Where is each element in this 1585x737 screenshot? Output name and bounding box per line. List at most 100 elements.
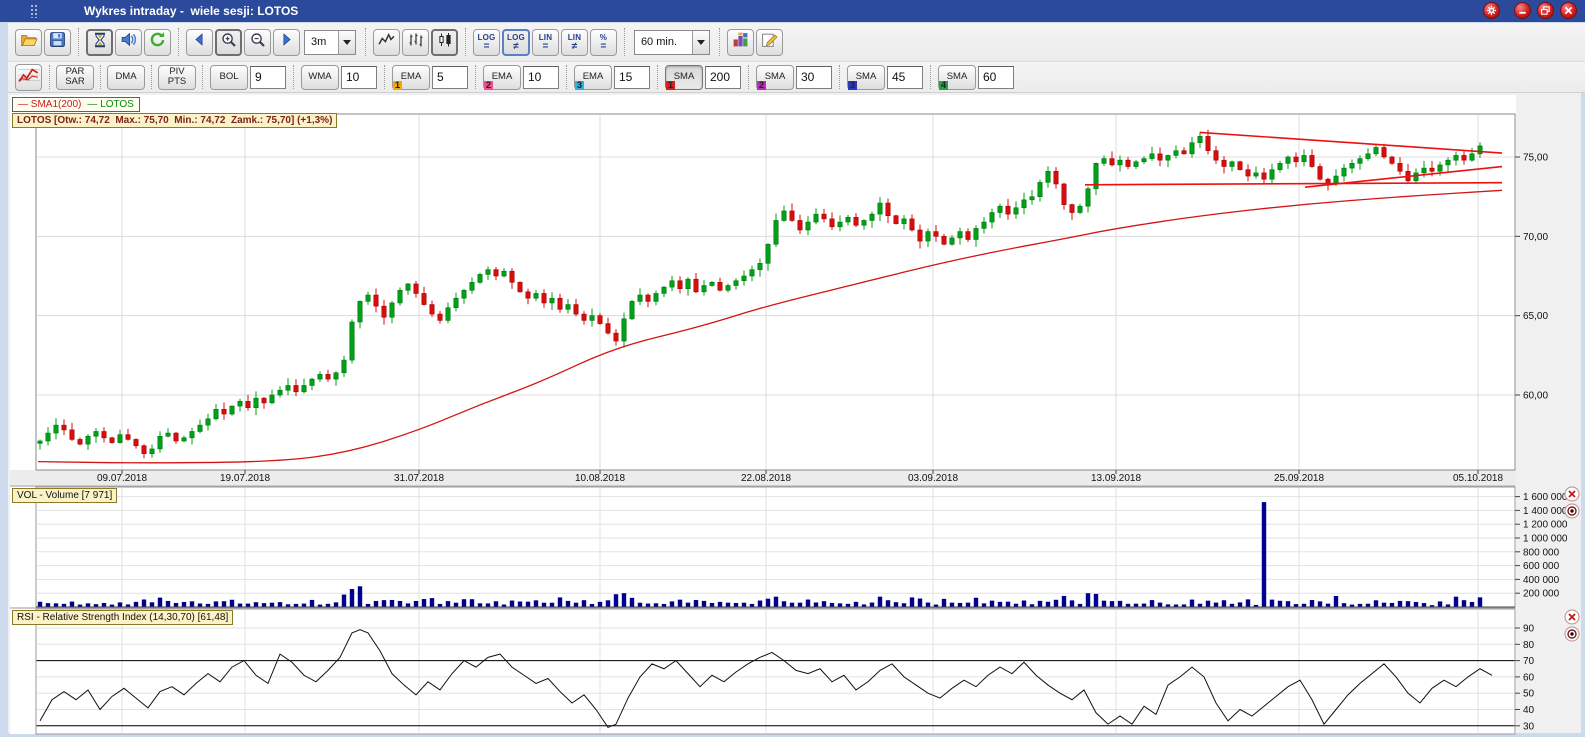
refresh-icon — [149, 31, 166, 53]
restore-button[interactable] — [1537, 2, 1554, 19]
indicator-toolbar: PAR SAR DMA PIV PTS BOL 9 WMA 10 EMA 1 5 EMA 2 10 EMA… — [8, 62, 1585, 93]
sma-4-button[interactable]: SMA 4 — [938, 64, 976, 90]
wma-label: WMA — [308, 71, 332, 82]
chart-region: 75,00 70,00 65,00 60,00 09.07.2018 19.07.2018… — [8, 93, 1581, 735]
ema-2-group: EMA 2 10 — [483, 64, 559, 91]
minimize-button[interactable] — [1514, 2, 1531, 19]
scale-lin-eq-button[interactable]: LIN = — [531, 28, 559, 56]
volume-gridlines — [37, 488, 1514, 606]
wma-period-field[interactable]: 10 — [341, 65, 377, 89]
rsi-axes: 90 80 70 60 50 40 30 — [35, 608, 1535, 735]
toolbar-separator — [178, 28, 179, 56]
range-select[interactable]: 3m — [304, 29, 356, 55]
ema-2-button[interactable]: EMA 2 — [483, 64, 521, 91]
chart-type-candles-button[interactable] — [431, 28, 458, 56]
volume-plot[interactable] — [36, 487, 1515, 607]
volume-close-button[interactable] — [1564, 486, 1580, 502]
chevron-down-icon[interactable] — [691, 30, 709, 54]
chart-colors-button[interactable] — [726, 28, 754, 56]
ohlc-info-box: LOTOS [Otw.: 74,72 Max.: 75,70 Min.: 74,… — [12, 113, 338, 128]
interval-select[interactable]: 60 min. — [633, 29, 710, 55]
par-sar-button[interactable]: PAR SAR — [56, 64, 94, 90]
main-toolbar: 3m LOG = LOG ≠ LIN = LIN ≠ % = 60 min. — [8, 23, 1585, 62]
series-legend: — SMA1(200) — LOTOS — [12, 97, 140, 112]
rsi-properties-button[interactable] — [1564, 626, 1580, 642]
rsi-plot[interactable] — [36, 609, 1515, 734]
svg-text:03.09.2018: 03.09.2018 — [908, 473, 958, 484]
chevron-down-icon[interactable] — [338, 30, 355, 54]
ema-3-button[interactable]: EMA 3 — [574, 64, 612, 90]
pan-right-button[interactable] — [273, 28, 300, 56]
sma-3-button[interactable]: SMA 3 — [847, 64, 885, 91]
sma-4-period-field[interactable]: 60 — [978, 65, 1014, 89]
svg-text:60,00: 60,00 — [1523, 390, 1548, 401]
chart-type-bars-button[interactable] — [402, 28, 429, 56]
bol-group: BOL 9 — [210, 64, 286, 90]
main-chart-plot[interactable] — [36, 114, 1515, 470]
gear-icon — [1486, 5, 1497, 16]
history-mode-button[interactable] — [86, 28, 113, 56]
sound-alerts-button[interactable] — [115, 28, 142, 56]
scale-log-eq-button[interactable]: LOG = — [473, 28, 500, 56]
sma-3-group: SMA 3 45 — [847, 64, 923, 91]
piv-pts-button[interactable]: PIV PTS — [158, 64, 196, 90]
ema-1-button[interactable]: EMA 1 — [392, 64, 430, 91]
sma-1-period-field[interactable]: 200 — [705, 65, 741, 89]
sma-2-group: SMA 2 30 — [756, 64, 832, 91]
pan-left-button[interactable] — [186, 28, 213, 56]
sma-3-period-field[interactable]: 45 — [887, 65, 923, 89]
open-chart-button[interactable] — [15, 28, 42, 56]
hourglass-icon — [92, 32, 108, 53]
sma-2-button[interactable]: SMA 2 — [756, 64, 794, 91]
ema-1-label: EMA — [400, 71, 422, 82]
scale-log-neq-button[interactable]: LOG ≠ — [502, 28, 530, 56]
rsi-panel-label: RSI - Relative Strength Index (14,30,70)… — [12, 610, 234, 625]
scale-percent-button[interactable]: % = — [589, 28, 617, 56]
svg-text:1 000 000: 1 000 000 — [1523, 534, 1568, 545]
settings-button[interactable] — [1483, 2, 1500, 19]
sma-1-badge: 1 — [666, 79, 675, 91]
range-value: 3m — [311, 36, 327, 48]
sma-2-period-field[interactable]: 30 — [796, 65, 832, 89]
ema-2-badge: 2 — [484, 79, 493, 91]
zoom-in-button[interactable] — [215, 28, 242, 56]
symbol-legend-item: — LOTOS — [87, 99, 134, 110]
panel-separators — [10, 485, 1515, 609]
window-grip-icon[interactable] — [30, 4, 39, 18]
ema-1-period-field[interactable]: 5 — [432, 65, 468, 89]
close-button[interactable] — [1560, 2, 1577, 19]
svg-text:90: 90 — [1523, 624, 1535, 635]
ema-2-period-field[interactable]: 10 — [523, 65, 559, 89]
dma-button[interactable]: DMA — [107, 64, 145, 90]
trendlines[interactable] — [1084, 131, 1503, 188]
svg-text:75,00: 75,00 — [1523, 153, 1548, 164]
sma200-line — [37, 189, 1503, 464]
wma-button[interactable]: WMA — [301, 64, 339, 90]
indicator-overview-button[interactable] — [15, 63, 42, 91]
toolbar-separator — [566, 65, 567, 89]
svg-text:1 200 000: 1 200 000 — [1523, 520, 1568, 531]
chart-type-line-button[interactable] — [373, 28, 400, 56]
sma-1-button[interactable]: SMA 1 — [665, 64, 703, 91]
ema-3-label: EMA — [582, 71, 604, 82]
ema-3-period-field[interactable]: 15 — [614, 65, 650, 89]
refresh-button[interactable] — [144, 28, 171, 56]
zoom-out-button[interactable] — [244, 28, 271, 56]
volume-properties-button[interactable] — [1564, 503, 1580, 519]
bol-period-field[interactable]: 9 — [250, 65, 286, 89]
sma-1-label: SMA — [673, 71, 695, 82]
svg-text:200 000: 200 000 — [1523, 589, 1560, 600]
restore-icon — [1540, 5, 1551, 16]
ema-1-badge: 1 — [393, 79, 402, 91]
title-bar[interactable]: Wykres intraday - wiele sesji: LOTOS — [0, 0, 1585, 22]
red-zigzag-icon — [17, 65, 41, 90]
scale-lin-neq-button[interactable]: LIN ≠ — [560, 28, 588, 56]
save-chart-button[interactable] — [44, 28, 71, 56]
zoom-out-icon — [250, 32, 266, 53]
bol-button[interactable]: BOL — [210, 64, 248, 90]
sma-2-badge: 2 — [757, 79, 766, 91]
annotate-button[interactable] — [755, 28, 783, 56]
rsi-close-button[interactable] — [1564, 609, 1580, 625]
sma-3-badge: 3 — [848, 79, 857, 91]
